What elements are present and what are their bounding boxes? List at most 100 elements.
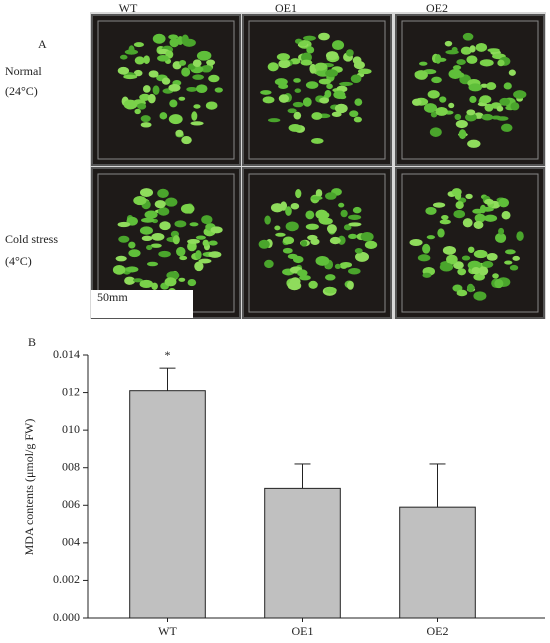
leaf: [143, 55, 150, 64]
leaf: [278, 59, 291, 69]
column-label: OE2: [426, 1, 448, 15]
x-tick-label: OE2: [427, 624, 449, 638]
bar-chart: 0.000 0.002 004 006 008 010 012 0.014 WT * OE1 OE2: [53, 347, 545, 638]
leaf: [208, 240, 218, 246]
photo-grid: [91, 14, 545, 319]
leaf: [324, 274, 336, 281]
panel-label: B: [28, 335, 36, 349]
leaf: [348, 233, 358, 240]
leaf: [295, 188, 302, 199]
leaf: [152, 33, 166, 44]
leaf: [287, 108, 297, 114]
leaf: [157, 55, 169, 62]
leaf: [125, 266, 139, 273]
leaf: [503, 82, 512, 90]
leaf: [264, 259, 274, 269]
leaf: [329, 236, 341, 245]
leaf: [462, 32, 474, 41]
leaf: [315, 255, 330, 266]
leaf: [453, 261, 464, 270]
leaf: [176, 246, 186, 257]
leaf: [484, 103, 494, 112]
leaf: [117, 221, 131, 228]
leaf: [139, 279, 154, 289]
leaf: [298, 40, 308, 47]
leaf: [314, 62, 328, 71]
leaf: [441, 215, 449, 220]
row-label: Cold stress: [5, 232, 58, 246]
leaf: [338, 94, 347, 100]
y-tick-label: 004: [62, 535, 80, 549]
leaf: [294, 88, 302, 93]
y-tick-label: 0.014: [53, 347, 80, 361]
leaf: [453, 209, 466, 219]
leaf: [118, 235, 130, 243]
leaf: [310, 196, 323, 201]
leaf: [509, 264, 519, 271]
leaf: [164, 197, 178, 207]
column-label: WT: [119, 1, 138, 15]
leaf: [426, 235, 436, 240]
leaf: [516, 231, 524, 241]
leaf: [178, 96, 186, 101]
leaf: [301, 52, 312, 63]
leaf: [187, 278, 197, 287]
leaf: [285, 221, 299, 232]
leaf: [439, 262, 454, 272]
leaf: [439, 219, 451, 225]
leaf: [178, 60, 187, 66]
leaf: [435, 106, 448, 116]
leaf: [498, 197, 510, 208]
leaf: [174, 220, 187, 228]
leaf: [501, 211, 511, 220]
leaf: [456, 289, 468, 297]
leaf: [208, 74, 220, 83]
leaf: [343, 224, 352, 231]
leaf: [498, 227, 505, 235]
leaf: [451, 188, 462, 196]
leaf: [140, 122, 152, 128]
leaf: [326, 224, 337, 234]
leaf: [194, 261, 204, 272]
row-condition: (24°C): [5, 84, 38, 98]
leaf: [311, 112, 323, 120]
leaf: [442, 245, 457, 255]
leaf: [258, 239, 270, 249]
leaf: [195, 250, 202, 260]
leaf: [181, 67, 191, 77]
leaf: [192, 59, 202, 68]
leaf: [434, 54, 442, 64]
leaf: [475, 42, 488, 52]
y-tick-label: 0.002: [53, 572, 80, 586]
leaf: [181, 136, 192, 145]
leaf: [180, 203, 195, 214]
leaf: [478, 266, 489, 276]
leaf: [467, 139, 481, 148]
leaf: [189, 222, 199, 227]
leaf: [315, 209, 328, 220]
leaf: [159, 112, 168, 120]
leaf: [288, 123, 302, 132]
leaf: [479, 95, 492, 104]
leaf: [164, 277, 177, 287]
leaf: [504, 260, 513, 265]
leaf: [446, 254, 458, 265]
leaf: [338, 202, 345, 208]
leaf: [169, 99, 178, 108]
leaf: [274, 225, 281, 231]
bar: [264, 487, 341, 619]
leaf: [497, 59, 505, 67]
leaf: [425, 207, 437, 215]
leaf: [206, 59, 216, 66]
leaf: [422, 243, 431, 254]
leaf: [148, 70, 159, 78]
bar: [399, 506, 476, 619]
leaf: [139, 226, 153, 235]
scale-bar: [91, 290, 193, 318]
leaf: [146, 261, 159, 267]
leaf: [355, 251, 370, 262]
leaf: [306, 46, 315, 54]
leaf: [349, 110, 359, 118]
leaf: [123, 74, 138, 80]
